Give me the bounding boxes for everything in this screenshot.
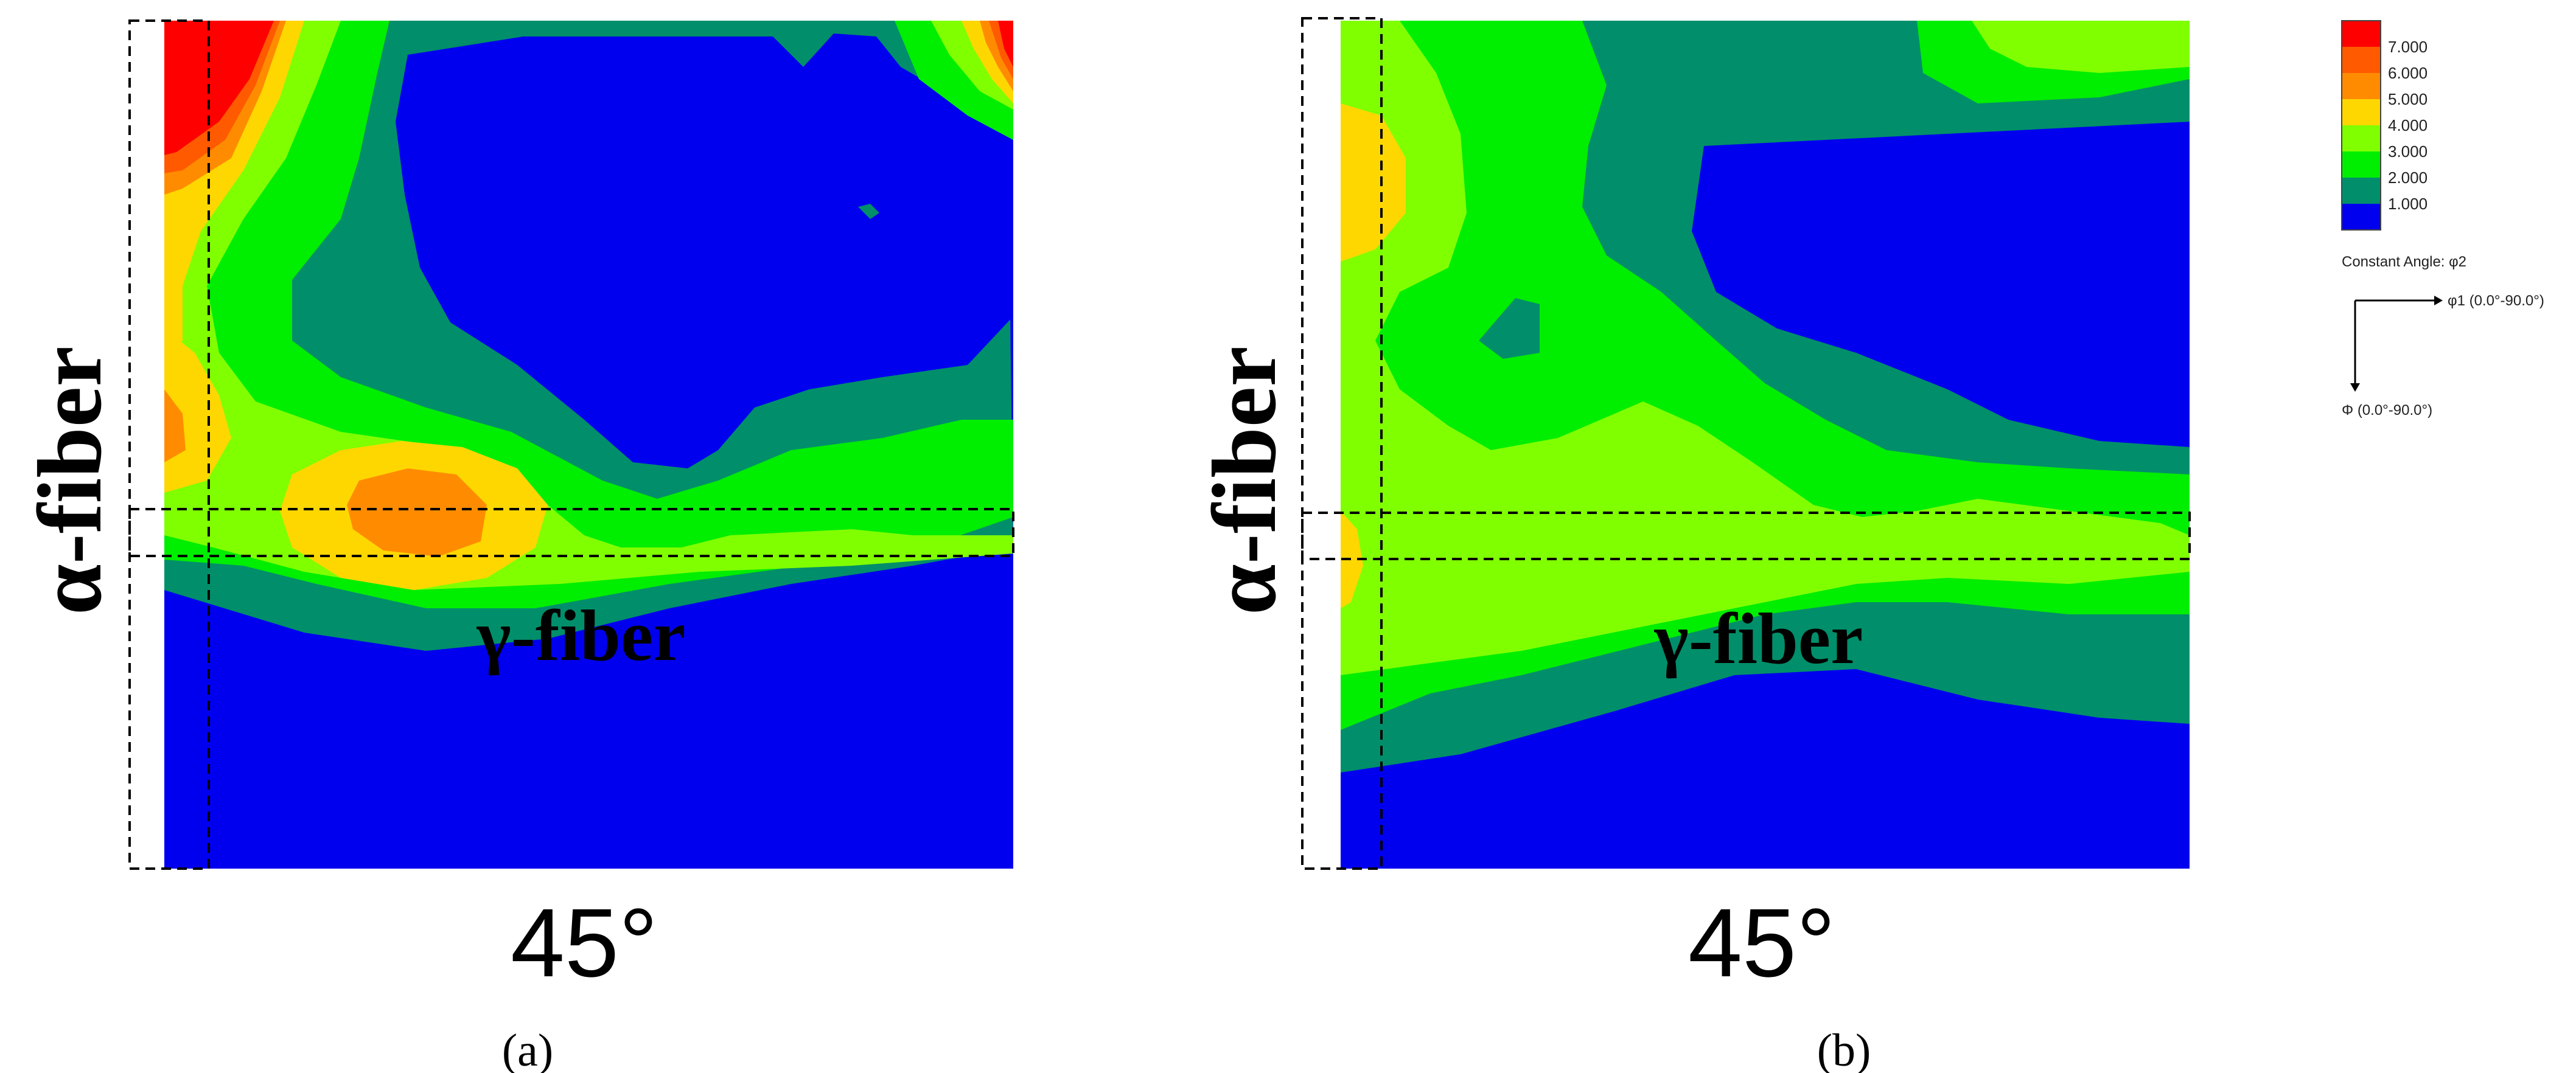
contour-a-level5-side: [164, 389, 186, 462]
legend-label-0: 7.000: [2388, 38, 2428, 56]
alpha-fiber-box-a: [128, 19, 210, 870]
contour-b-level4-top: [1341, 103, 1406, 262]
legend-frame: [2341, 20, 2381, 231]
legend-swatch-4: [2342, 125, 2381, 151]
alpha-fiber-label-b: α-fiber: [1194, 346, 1295, 615]
contour-b-level4-mid: [1341, 511, 1363, 608]
alpha-fiber-label-a: α-fiber: [19, 346, 120, 615]
phi1-arrow-head: [2434, 296, 2443, 305]
contour-b-level3: [1341, 21, 2190, 675]
Phi-axis-label: Φ (0.0°-90.0°): [2342, 402, 2432, 418]
legend-swatch-5: [2342, 151, 2381, 178]
legend-label-1: 6.000: [2388, 64, 2428, 82]
angle-label-a: 45°: [511, 888, 658, 997]
legend-swatch-2: [2342, 73, 2381, 99]
legend-swatch-3: [2342, 99, 2381, 125]
gamma-fiber-label-b: γ-fiber: [1654, 598, 1863, 679]
alpha-fiber-box-b: [1301, 17, 1383, 870]
legend-swatch-6: [2342, 178, 2381, 204]
legend-swatch-1: [2342, 47, 2381, 73]
legend-label-2: 5.000: [2388, 90, 2428, 108]
gamma-fiber-label-a: γ-fiber: [476, 595, 686, 676]
legend-swatch-7: [2342, 204, 2381, 230]
Phi-arrow-head: [2350, 383, 2360, 392]
odf-section-b: α-fiber γ-fiber 45° (b): [1194, 17, 2191, 1073]
contour-a-level0-lake: [396, 33, 1013, 468]
contour-a-level7-left: [164, 21, 274, 155]
legend-label-4: 3.000: [2388, 142, 2428, 161]
contour-b-level0-lake: [1692, 122, 2190, 447]
legend-label-3: 4.000: [2388, 116, 2428, 134]
panel-caption-a: (a): [502, 1025, 553, 1073]
panel-caption-b: (b): [1817, 1025, 1871, 1073]
contour-a-spot: [858, 204, 879, 219]
legend-swatches: 7.000 6.000 5.000 4.000 3.000 2.000 1.000: [2341, 20, 2428, 231]
gamma-fiber-box-a: [128, 508, 1014, 557]
odf-section-a: α-fiber γ-fiber 45° (a): [19, 19, 1014, 1073]
phi1-axis-label: φ1 (0.0°-90.0°): [2448, 293, 2544, 309]
contour-b-level3-ur: [1972, 21, 2190, 73]
contour-a-level7-right: [998, 21, 1013, 67]
legend-swatch-0: [2342, 21, 2381, 47]
color-legend: 7.000 6.000 5.000 4.000 3.000 2.000 1.000 Cons…: [2341, 20, 2544, 418]
legend-label-5: 2.000: [2388, 168, 2428, 187]
contour-a-level5-blob: [347, 468, 487, 557]
legend-label-6: 1.000: [2388, 195, 2428, 213]
angle-label-b: 45°: [1688, 888, 1835, 997]
constant-angle-label: Constant Angle: φ2: [2342, 254, 2466, 270]
contour-map-b: [1341, 21, 2190, 869]
contour-map-a: [164, 21, 1013, 869]
contour-b-level1-island: [1479, 298, 1540, 359]
gamma-fiber-box-b: [1301, 512, 2191, 560]
